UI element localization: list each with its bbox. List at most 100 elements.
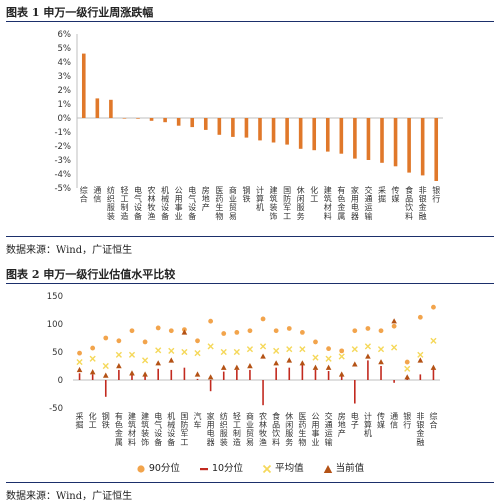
current-point — [391, 318, 397, 324]
bar — [190, 118, 195, 128]
bar — [95, 98, 100, 118]
x-category-label: 计算机 — [256, 185, 264, 212]
x-category-label: 电气设备 — [188, 185, 196, 221]
p10-bar — [340, 375, 343, 380]
p90-point — [129, 328, 135, 334]
weekly-change-bar-chart: 6% 5% 4% 3% 2% 1% 0% -1% -2% -3% -4% -5% 综合通信纺织服装轻工… — [54, 30, 443, 221]
p90-point — [234, 330, 240, 335]
mean-point — [246, 346, 254, 353]
p90-point — [260, 316, 266, 322]
mean-point — [128, 351, 136, 358]
bar — [420, 118, 425, 176]
y-tick-label: -3% — [54, 156, 71, 166]
x-category-label: 建筑装饰 — [270, 185, 278, 221]
bar — [298, 118, 303, 149]
x-category-label: 医药生物 — [298, 412, 306, 447]
mean-point — [404, 365, 411, 372]
x-category-label: 非银金融 — [416, 411, 424, 447]
p90-point — [155, 325, 161, 331]
x-category-label: 国防军工 — [180, 412, 188, 447]
legend-current: 当前值 — [323, 460, 364, 474]
p10-bar — [78, 373, 81, 380]
bar — [434, 118, 439, 181]
x-category-label: 房地产 — [338, 411, 346, 438]
current-point — [76, 366, 83, 373]
bar — [176, 118, 181, 126]
mean-point — [351, 346, 358, 353]
bar — [149, 118, 154, 121]
bar — [380, 118, 384, 163]
p10-bar — [104, 380, 107, 397]
p10-bar — [196, 378, 199, 380]
mean-point — [207, 343, 214, 350]
x-category-label: 交通运输 — [325, 411, 333, 447]
legend-p90-label: 90分位 — [148, 463, 180, 474]
y-tick-label: 4% — [58, 58, 72, 68]
p90-point — [378, 328, 384, 334]
p10-bar — [183, 367, 186, 380]
current-point — [404, 374, 411, 380]
y-tick-label: 50 — [52, 348, 63, 358]
y-tick-label: -5% — [54, 184, 71, 194]
mean-point — [89, 355, 96, 362]
current-point — [102, 372, 109, 378]
p90-point — [365, 326, 371, 331]
bar — [312, 118, 317, 151]
x-category-label: 商业贸易 — [246, 411, 254, 447]
x-category-label: 传媒 — [392, 185, 400, 204]
x-category-label: 钢铁 — [102, 411, 110, 430]
x-category-label: 公用事业 — [175, 186, 183, 221]
current-point — [286, 357, 293, 363]
p10-bar — [118, 369, 120, 380]
p90-point — [326, 346, 331, 352]
current-point — [365, 353, 371, 359]
p90-point — [142, 339, 148, 345]
mean-point — [155, 347, 162, 354]
y-tick-label: 3% — [58, 72, 72, 82]
current-point — [312, 364, 319, 370]
current-point — [155, 360, 161, 366]
current-point — [352, 361, 358, 367]
x-category-label: 化工 — [310, 185, 318, 204]
y-tick-label: 5% — [58, 44, 72, 54]
bar — [407, 118, 411, 173]
p90-point — [103, 335, 109, 341]
p90-point — [221, 331, 227, 336]
p10-bar — [393, 380, 395, 383]
x-category-label: 机械设备 — [161, 185, 169, 221]
bar — [163, 118, 167, 123]
x-category-label: 非银金融 — [419, 185, 427, 221]
bar — [393, 118, 398, 167]
figure1-source: 数据来源：Wind，广证恒生 — [6, 245, 133, 256]
current-point — [299, 360, 306, 366]
y-tick-label: -1% — [54, 128, 71, 138]
p90-point — [286, 326, 292, 331]
x-category-label: 计算机 — [364, 411, 372, 438]
p90-point — [404, 359, 410, 365]
y-tick-label: 0 — [58, 376, 63, 386]
current-point — [325, 364, 332, 370]
current-point — [234, 364, 240, 370]
x-category-label: 化工 — [89, 411, 97, 430]
p10-bar — [288, 367, 291, 380]
x-category-label: 农林牧渔 — [259, 411, 267, 447]
current-point — [273, 360, 279, 366]
current-point — [89, 369, 96, 375]
p90-point — [431, 304, 436, 310]
bar — [325, 118, 330, 152]
x-category-label: 电气设备 — [154, 411, 162, 447]
x-category-label: 银行 — [403, 411, 411, 430]
p10-bar — [432, 368, 435, 380]
bar — [122, 118, 127, 119]
current-point — [181, 329, 188, 335]
bar — [339, 118, 344, 154]
x-category-label: 汽车 — [194, 411, 202, 430]
p90-point — [339, 348, 345, 354]
y-tick-label: 150 — [47, 292, 63, 302]
mean-marker-icon — [262, 464, 272, 473]
x-category-label: 国防军工 — [283, 186, 291, 221]
current-point — [194, 371, 201, 377]
x-category-label: 食品饮料 — [272, 411, 280, 447]
bar — [217, 118, 222, 135]
y-tick-label: -4% — [54, 170, 71, 180]
